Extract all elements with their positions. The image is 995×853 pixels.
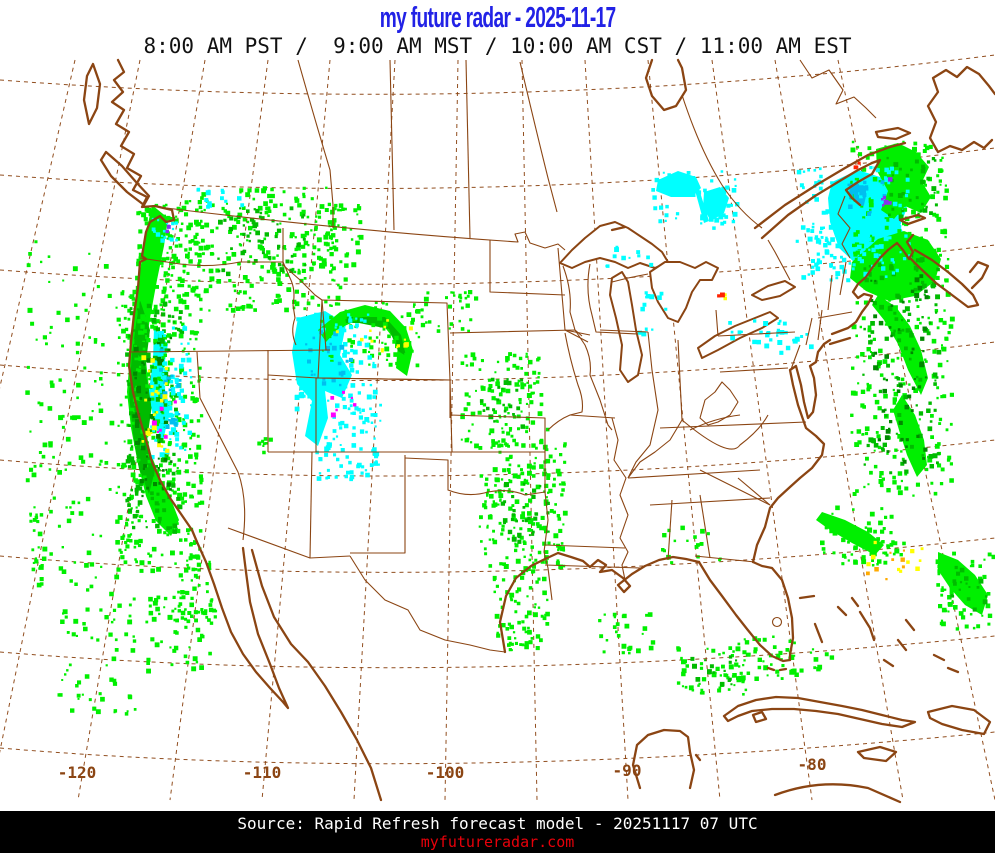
lon-label: -90 — [613, 761, 642, 780]
coastlines — [82, 58, 995, 804]
timezone-subtitle: 8:00 AM PST / 9:00 AM MST / 10:00 AM CST… — [143, 34, 852, 58]
lon-label: -100 — [426, 763, 465, 782]
radar-speckle-cluster — [25, 140, 995, 716]
radar-speckle-cluster — [125, 156, 988, 687]
lon-label: -110 — [243, 763, 282, 782]
lon-label: -80 — [798, 755, 827, 774]
lon-label: -120 — [58, 763, 97, 782]
website-text: myfutureradar.com — [420, 833, 575, 851]
footer-bar: Source: Rapid Refresh forecast model - 2… — [0, 811, 995, 853]
page-title-row: my future radar - 2025-11-17 — [0, 2, 995, 35]
source-attribution: Source: Rapid Refresh forecast model - 2… — [237, 814, 758, 833]
great-lakes — [559, 221, 796, 383]
page-title: my future radar - 2025-11-17 — [379, 2, 616, 34]
radar-speckles — [25, 140, 995, 716]
state-and-country-borders — [129, 59, 877, 653]
longitude-labels: -120 -110 -100 -90 -80 — [58, 755, 827, 782]
radar-precipitation-layer — [25, 140, 995, 716]
radar-speckle-cluster — [150, 166, 912, 482]
